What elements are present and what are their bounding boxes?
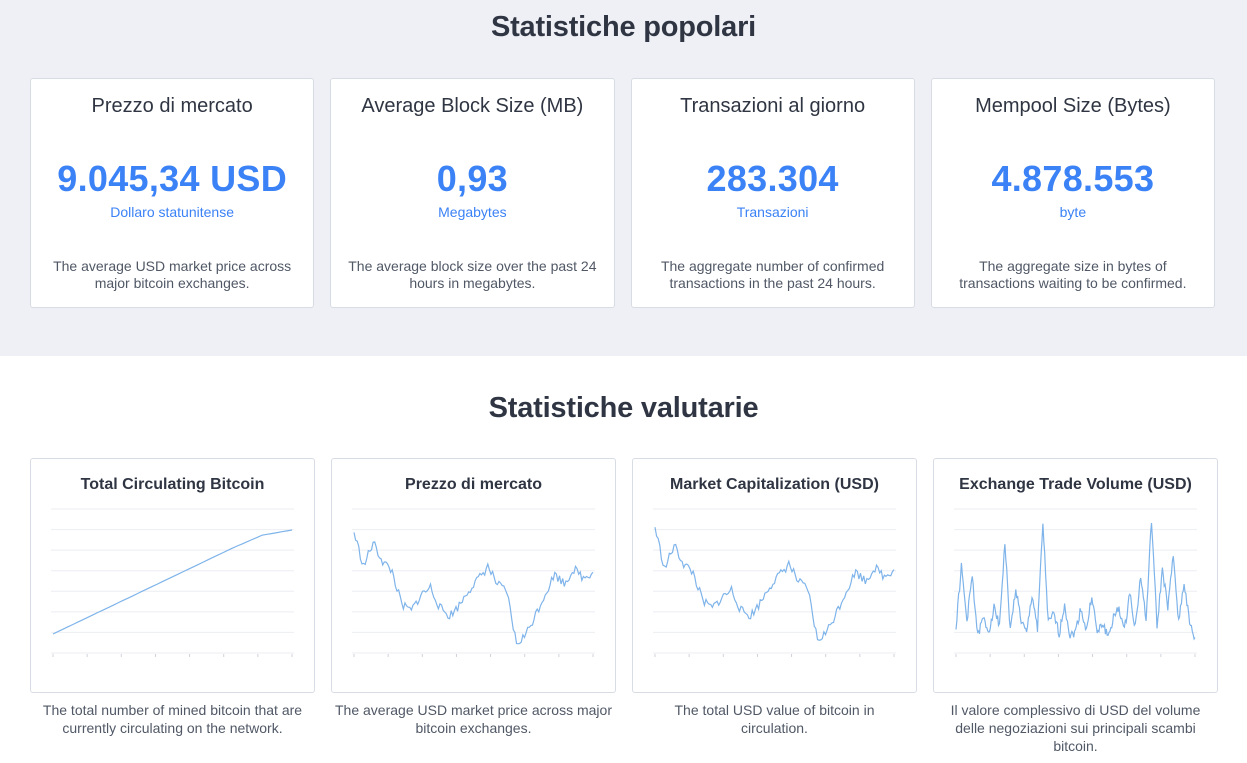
chart-card-market-price[interactable]: Prezzo di mercato: [331, 458, 616, 693]
stat-unit: Transazioni: [736, 204, 809, 220]
chart-column: Exchange Trade Volume (USD) Il valore co…: [933, 458, 1218, 755]
stat-card-block-size[interactable]: Average Block Size (MB) 0,93 Megabytes T…: [330, 78, 615, 308]
stat-card-market-price[interactable]: Prezzo di mercato 9.045,34 USD Dollaro s…: [30, 78, 315, 308]
chart-market-cap: [653, 508, 896, 657]
stat-value: 0,93: [436, 158, 509, 199]
stat-unit: byte: [1059, 204, 1087, 220]
stat-title: Transazioni al giorno: [680, 95, 866, 117]
chart-card-market-cap[interactable]: Market Capitalization (USD): [632, 458, 917, 693]
stat-value: 4.878.553: [991, 158, 1155, 199]
chart-title: Prezzo di mercato: [405, 476, 542, 493]
stat-card-transactions[interactable]: Transazioni al giorno 283.304 Transazion…: [630, 78, 915, 308]
chart-column: Prezzo di mercato The average USD market…: [331, 458, 616, 755]
chart-card-circulating-bitcoin[interactable]: Total Circulating Bitcoin: [30, 458, 315, 693]
chart-trade-volume: [954, 508, 1197, 657]
popular-stats-section: Statistiche popolari Prezzo di mercato 9…: [0, 0, 1247, 356]
stat-card-mempool-size[interactable]: Mempool Size (Bytes) 4.878.553 byte The …: [930, 78, 1215, 308]
chart-title: Exchange Trade Volume (USD): [959, 476, 1192, 493]
stat-value: 283.304: [706, 158, 839, 199]
stat-value: 9.045,34 USD: [57, 158, 287, 199]
chart-card-trade-volume[interactable]: Exchange Trade Volume (USD): [933, 458, 1218, 693]
currency-charts-row: Total Circulating Bitcoin The total numb…: [30, 458, 1218, 755]
stat-title: Prezzo di mercato: [91, 95, 253, 117]
stat-description: The average block size over the past 24 …: [348, 258, 597, 291]
currency-stats-title: Statistiche valutarie: [488, 392, 759, 424]
chart-circulating-bitcoin: [51, 508, 294, 657]
chart-description: The total USD value of bitcoin in circul…: [674, 702, 875, 736]
series-line: [654, 527, 895, 641]
stat-description: The average USD market price across majo…: [53, 258, 292, 291]
stat-unit: Megabytes: [438, 204, 507, 220]
chart-description: Il valore complessivo di USD del volume …: [950, 702, 1201, 754]
chart-column: Market Capitalization (USD) The total US…: [632, 458, 917, 755]
chart-description: The total number of mined bitcoin that a…: [42, 702, 303, 736]
series-line: [955, 522, 1196, 641]
stat-title: Average Block Size (MB): [361, 95, 584, 117]
stat-unit: Dollaro statunitense: [110, 204, 234, 220]
stat-description: The aggregate number of confirmed transa…: [660, 258, 885, 291]
stat-description: The aggregate size in bytes of transacti…: [959, 258, 1187, 291]
chart-title: Market Capitalization (USD): [670, 476, 879, 493]
chart-column: Total Circulating Bitcoin The total numb…: [30, 458, 315, 755]
currency-stats-section: Statistiche valutarie Total Circulating …: [0, 356, 1247, 763]
stat-title: Mempool Size (Bytes): [975, 95, 1171, 117]
series-line: [353, 532, 594, 645]
popular-stats-row: Prezzo di mercato 9.045,34 USD Dollaro s…: [30, 78, 1215, 308]
chart-market-price: [352, 508, 595, 657]
chart-description: The average USD market price across majo…: [335, 702, 612, 736]
series-line: [52, 529, 293, 635]
popular-stats-title: Statistiche popolari: [490, 11, 757, 43]
chart-title: Total Circulating Bitcoin: [80, 476, 265, 493]
